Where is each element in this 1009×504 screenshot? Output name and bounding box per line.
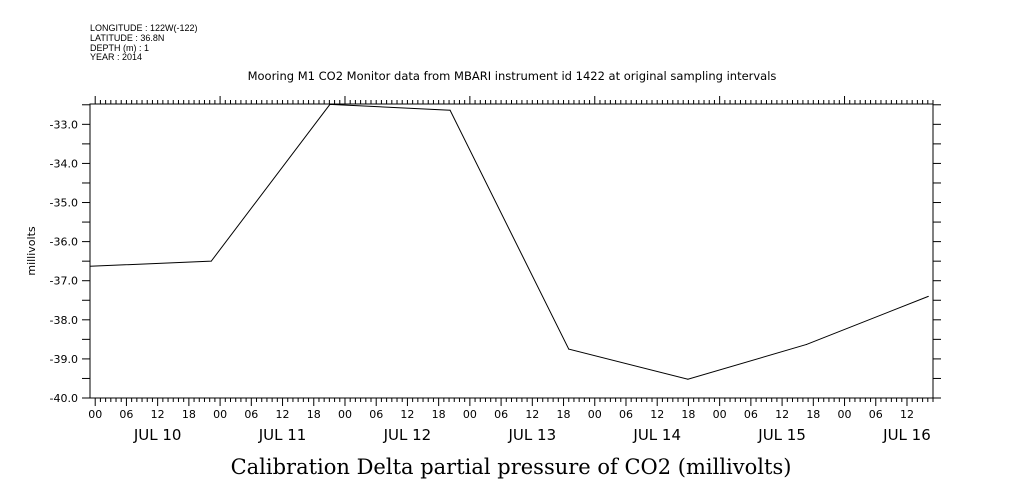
header-latitude: LATITUDE : 36.8N — [90, 33, 164, 43]
y-tick-label: -34.0 — [50, 157, 78, 170]
x-tick-label: 06 — [869, 408, 883, 421]
day-label: JUL 14 — [632, 426, 681, 444]
day-label: JUL 11 — [258, 426, 307, 444]
plot-frame — [89, 103, 934, 399]
x-tick-label: 18 — [806, 408, 820, 421]
header-longitude: LONGITUDE : 122W(-122) — [90, 23, 198, 33]
x-tick-label: 00 — [463, 408, 477, 421]
x-axis-label: Calibration Delta partial pressure of CO… — [231, 455, 792, 479]
header-year: YEAR : 2014 — [90, 52, 142, 62]
day-label: JUL 12 — [383, 426, 432, 444]
x-tick-label: 06 — [494, 408, 508, 421]
x-tick-label: 18 — [681, 408, 695, 421]
x-tick-label: 18 — [307, 408, 321, 421]
x-tick-label: 12 — [151, 408, 165, 421]
x-tick-label: 00 — [713, 408, 727, 421]
day-label: JUL 15 — [757, 426, 806, 444]
day-label: JUL 16 — [882, 426, 931, 444]
axes: -33.0 -34.0 -35.0 -36.0 -37.0 -38.0 -39.0 -40.0… — [50, 96, 941, 444]
x-tick-label: 06 — [744, 408, 758, 421]
header-info: LONGITUDE : 122W(-122) LATITUDE : 36.8N … — [90, 23, 198, 62]
header-depth: DEPTH (m) : 1 — [90, 43, 149, 53]
y-tick-label: -37.0 — [50, 275, 78, 288]
x-tick-label: 00 — [838, 408, 852, 421]
x-tick-label: 12 — [650, 408, 664, 421]
x-tick-label: 18 — [182, 408, 196, 421]
day-label: JUL 13 — [508, 426, 557, 444]
x-tick-label: 12 — [900, 408, 914, 421]
y-tick-label: -35.0 — [50, 197, 78, 210]
x-tick-label: 12 — [525, 408, 539, 421]
x-tick-label: 12 — [775, 408, 789, 421]
x-tick-label: 18 — [557, 408, 571, 421]
y-tick-label: -36.0 — [50, 236, 78, 249]
x-tick-label: 00 — [213, 408, 227, 421]
x-tick-label: 06 — [619, 408, 633, 421]
x-tick-label: 12 — [276, 408, 290, 421]
x-tick-label: 06 — [244, 408, 258, 421]
chart-title: Mooring M1 CO2 Monitor data from MBARI i… — [248, 69, 777, 83]
day-label: JUL 10 — [133, 426, 182, 444]
y-axis-label: millivolts — [25, 226, 38, 276]
x-tick-label: 18 — [432, 408, 446, 421]
series-line — [89, 103, 929, 380]
x-tick-label: 00 — [338, 408, 352, 421]
x-tick-label: 06 — [119, 408, 133, 421]
x-tick-label: 00 — [88, 408, 102, 421]
y-tick-label: -33.0 — [50, 118, 78, 131]
x-tick-label: 12 — [400, 408, 414, 421]
y-tick-label: -40.0 — [50, 392, 78, 405]
y-tick-label: -39.0 — [50, 353, 78, 366]
x-tick-label: 00 — [588, 408, 602, 421]
y-tick-label: -38.0 — [50, 314, 78, 327]
x-tick-label: 06 — [369, 408, 383, 421]
